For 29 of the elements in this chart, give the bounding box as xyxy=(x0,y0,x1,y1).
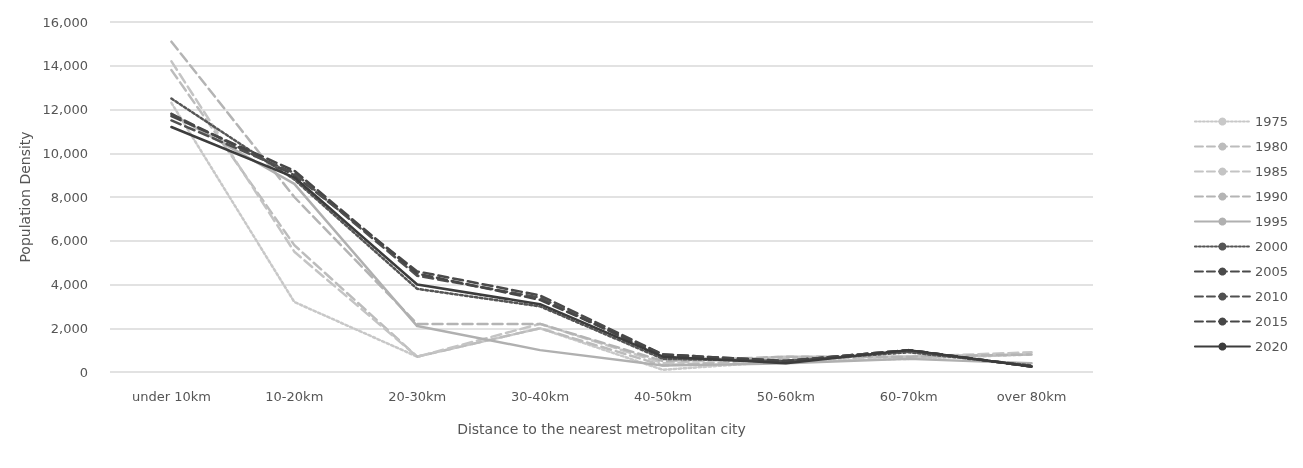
legend-label: 2000 xyxy=(1254,239,1289,254)
y-tick-label: 12,000 xyxy=(42,102,88,117)
legend-label: 1985 xyxy=(1254,164,1289,179)
legend-label: 2010 xyxy=(1254,289,1289,304)
legend-label: 2020 xyxy=(1254,339,1289,354)
x-axis-title: Distance to the nearest metropolitan city xyxy=(457,421,746,437)
legend-label: 2015 xyxy=(1254,314,1289,329)
x-tick-label: over 80km xyxy=(996,389,1067,404)
y-tick-label: 4,000 xyxy=(50,277,88,292)
x-tick-label: 40-50km xyxy=(633,389,692,404)
legend-label: 2005 xyxy=(1254,264,1289,279)
y-tick-label: 16,000 xyxy=(42,14,88,30)
y-tick-label: 8,000 xyxy=(50,189,88,205)
y-tick-label: 0 xyxy=(79,364,88,380)
x-tick-label: 30-40km xyxy=(511,389,570,404)
y-axis-title: Population Density xyxy=(16,131,33,263)
legend-label: 1975 xyxy=(1254,114,1289,129)
y-tick-label: 14,000 xyxy=(42,58,88,74)
y-tick-label: 6,000 xyxy=(50,233,88,249)
x-tick-label: under 10km xyxy=(131,389,211,404)
y-tick-label: 2,000 xyxy=(50,320,88,336)
x-tick-label: 10-20km xyxy=(265,389,324,404)
y-tick-label: 10,000 xyxy=(42,145,88,161)
x-tick-label: 20-30km xyxy=(388,389,447,404)
legend-label: 1995 xyxy=(1254,214,1289,229)
x-tick-label: 60-70km xyxy=(879,389,938,404)
x-tick-label: 50-60km xyxy=(756,389,815,404)
legend-label: 1990 xyxy=(1254,189,1289,204)
legend-label: 1980 xyxy=(1254,139,1289,154)
